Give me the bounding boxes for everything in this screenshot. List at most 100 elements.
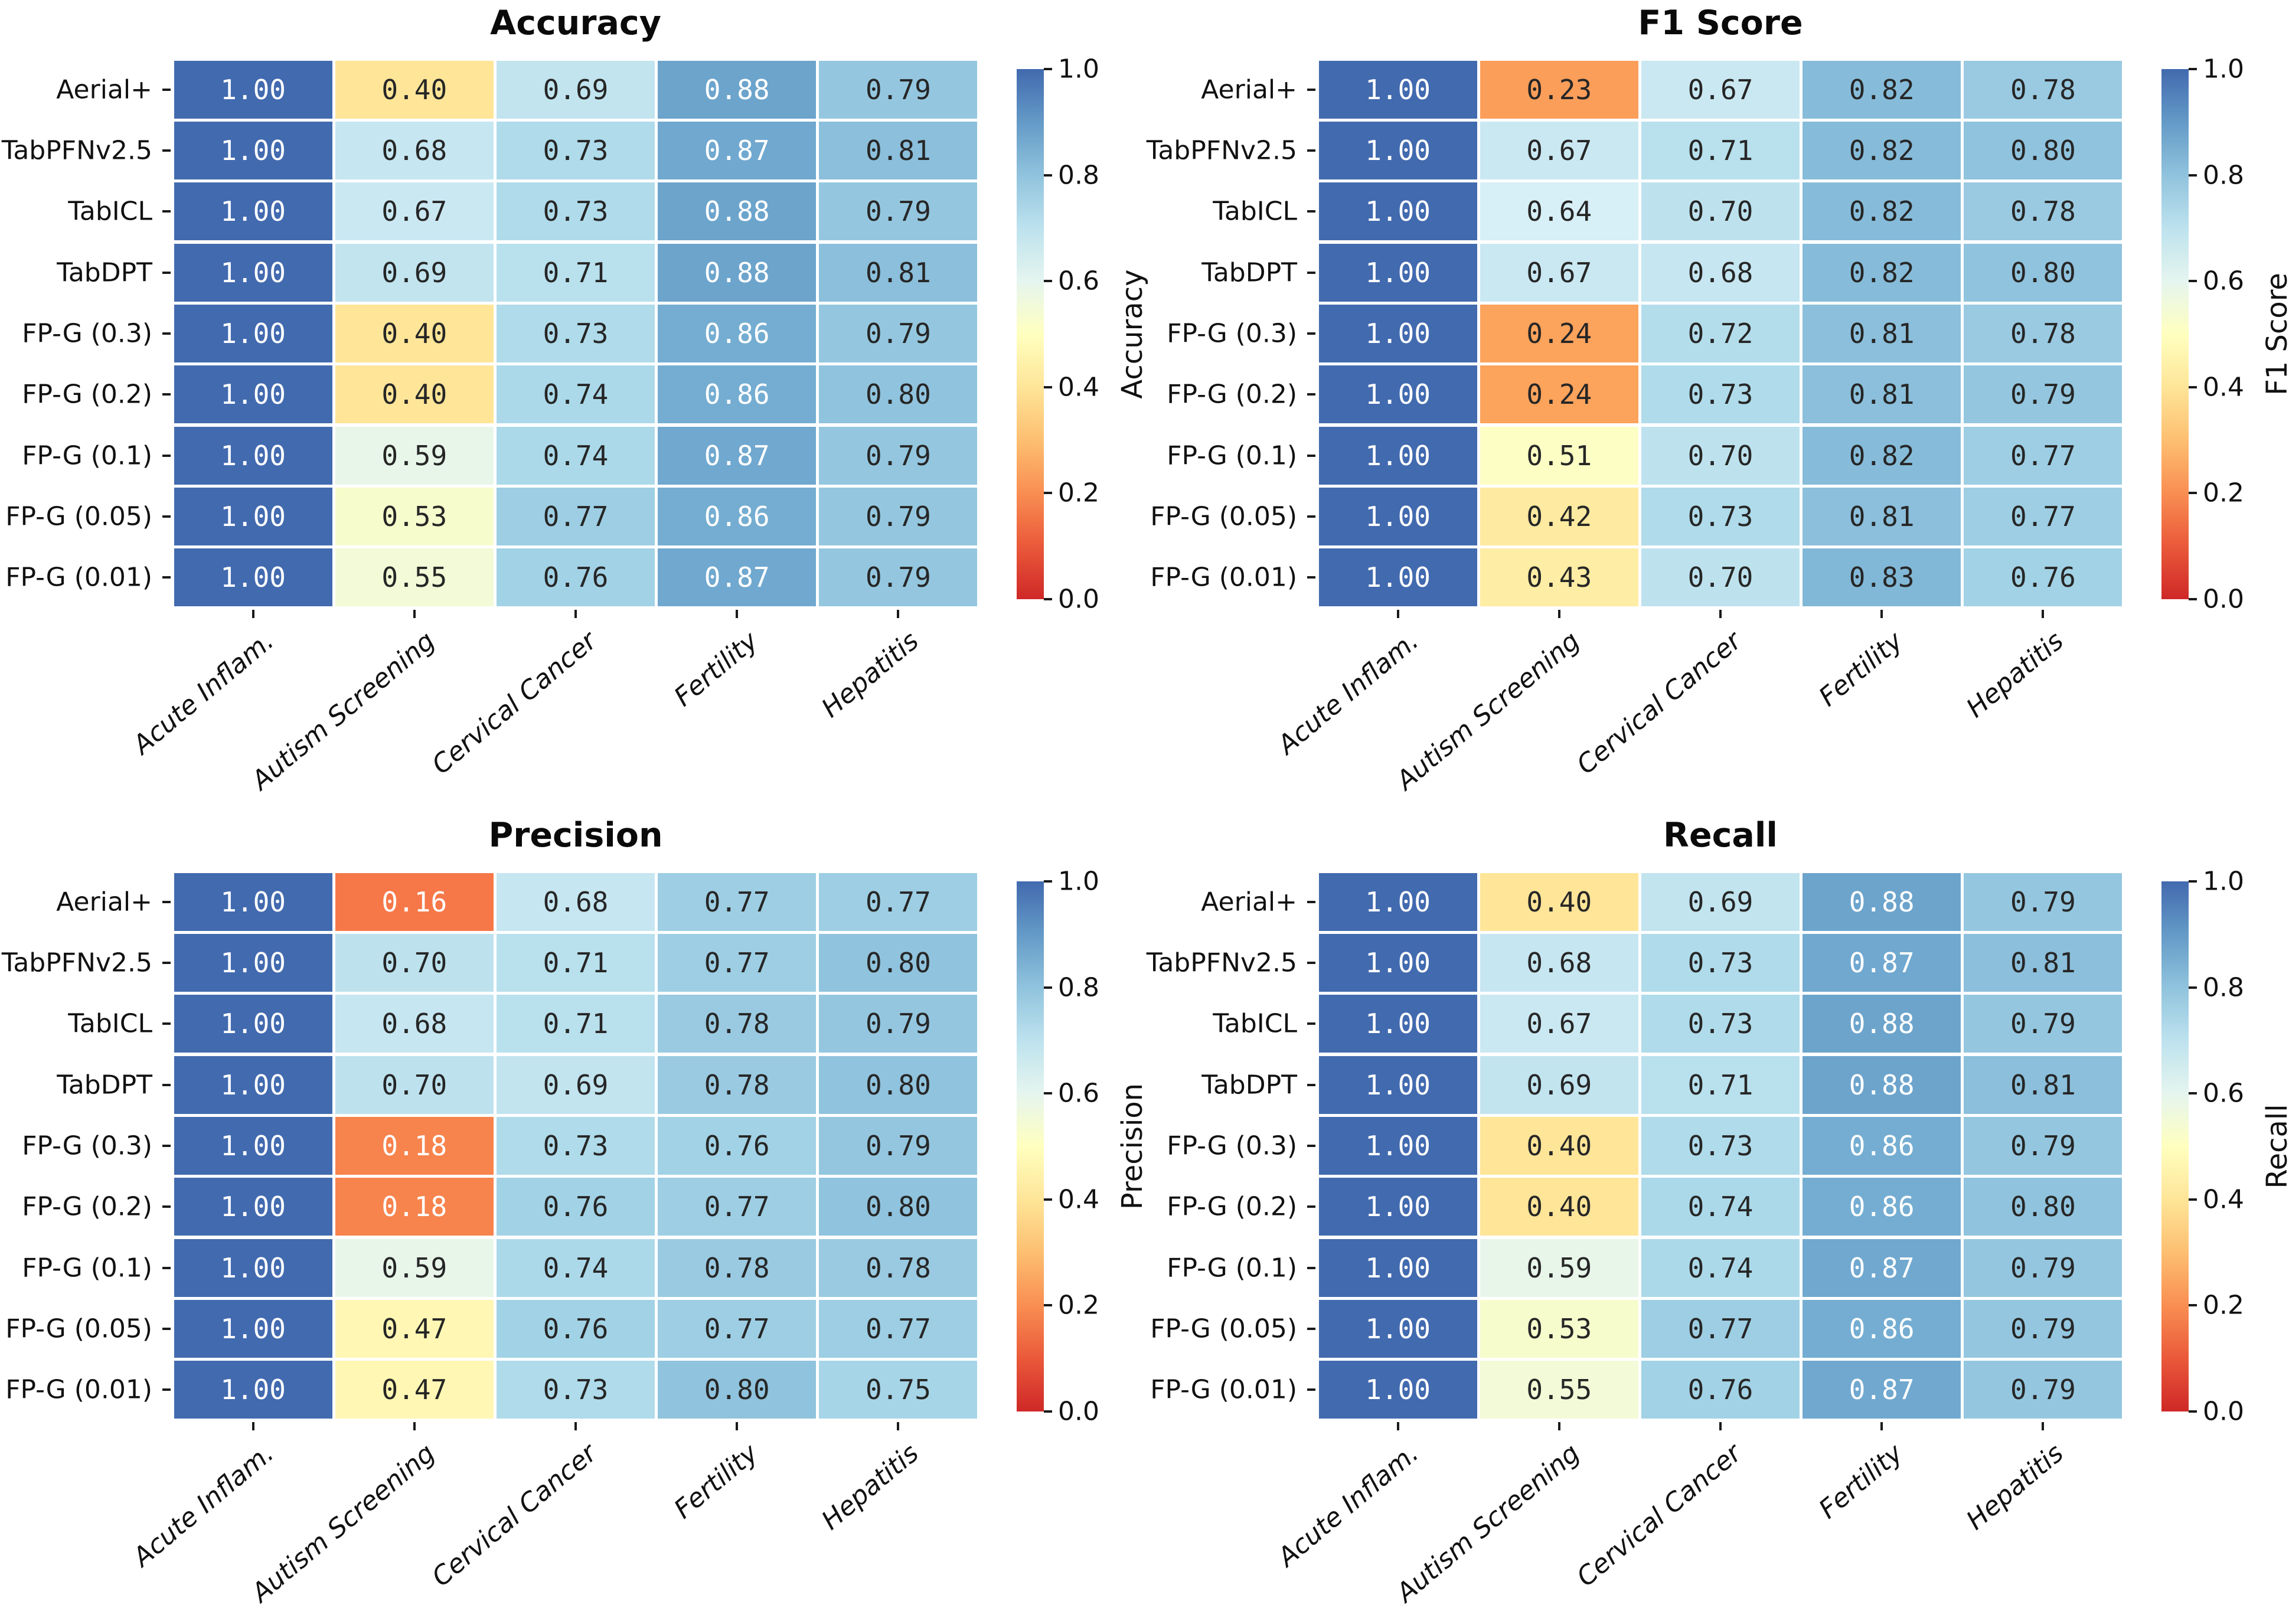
heatmap-cell: 0.76 — [496, 1178, 655, 1236]
heatmap-cell: 0.71 — [1641, 1056, 1800, 1114]
heatmap-cell: 1.00 — [1318, 1299, 1477, 1358]
heatmap-cell: 0.67 — [1480, 243, 1638, 302]
row-label: FP-G (0.1) — [22, 1253, 152, 1283]
heatmap-cell: 0.80 — [1964, 243, 2123, 302]
heatmap-cell: 1.00 — [174, 304, 332, 363]
colorbar-tick-label: 1.0 — [2203, 866, 2244, 897]
row-label: FP-G (0.05) — [5, 1313, 152, 1344]
heatmap-cell: 0.69 — [496, 1056, 655, 1114]
row-label: FP-G (0.3) — [1167, 1130, 1297, 1161]
heatmap-cell: 0.40 — [335, 365, 494, 424]
colorbar-tick-label: 0.0 — [2203, 584, 2244, 615]
heatmap-cell: 1.00 — [1318, 1056, 1477, 1114]
heatmap-cell: 0.81 — [819, 121, 978, 180]
heatmap-cell: 0.68 — [335, 995, 494, 1053]
row-tick — [1307, 149, 1315, 152]
heatmap-cell: 0.81 — [1803, 487, 1961, 546]
colorbar-tick — [2189, 986, 2197, 989]
heatmap-cell: 0.75 — [819, 1361, 978, 1419]
chart-title: Accuracy — [490, 4, 661, 43]
heatmap-cell: 0.73 — [496, 121, 655, 180]
heatmap-grid: 1.00 0.16 0.68 0.77 0.77 1.00 0.70 0.71 0.77 0.80… — [172, 871, 979, 1420]
row-tick — [1307, 1022, 1315, 1025]
row-label: TabDPT — [57, 257, 152, 288]
heatmap-cell: 1.00 — [1318, 487, 1477, 546]
heatmap-cell: 0.69 — [1480, 1056, 1638, 1114]
col-label: Fertility — [1813, 626, 1908, 713]
chart-title: Recall — [1663, 816, 1778, 855]
heatmap-cell: 0.79 — [819, 426, 978, 485]
col-label: Acute Inflam. — [1272, 1438, 1425, 1573]
row-label: FP-G (0.01) — [1150, 1374, 1297, 1405]
row-label: Aerial+ — [1201, 887, 1297, 917]
heatmap-cell: 0.82 — [1803, 243, 1961, 302]
panel-precision: Precision 1.00 0.16 0.68 0.77 0.77 1.00 0.70 0.… — [0, 812, 1149, 1624]
colorbar-tick-label: 0.6 — [2203, 1078, 2244, 1109]
heatmap-cell: 0.79 — [819, 995, 978, 1053]
heatmap-cell: 1.00 — [174, 1239, 332, 1297]
heatmap-cell: 0.82 — [1803, 121, 1961, 180]
heatmap-cell: 0.77 — [819, 873, 978, 931]
row-label: TabPFNv2.5 — [1, 947, 152, 978]
heatmap-cell: 0.79 — [819, 1116, 978, 1175]
heatmap-cell: 0.77 — [658, 873, 817, 931]
row-tick — [1307, 332, 1315, 335]
col-label: Fertility — [668, 1438, 763, 1525]
row-tick — [1307, 962, 1315, 964]
heatmap-cell: 0.77 — [1641, 1299, 1800, 1358]
row-tick — [162, 900, 171, 903]
heatmap-cell: 0.68 — [496, 873, 655, 931]
heatmap-cell: 1.00 — [174, 1361, 332, 1419]
heatmap-cell: 0.77 — [496, 487, 655, 546]
heatmap-cell: 0.55 — [335, 548, 494, 607]
col-label: Fertility — [1813, 1438, 1908, 1525]
heatmap-cell: 0.24 — [1480, 304, 1638, 363]
heatmap-cell: 0.42 — [1480, 487, 1638, 546]
row-tick — [162, 393, 171, 396]
heatmap-cell: 1.00 — [174, 487, 332, 546]
colorbar-gradient — [2161, 69, 2189, 599]
heatmap-cell: 0.86 — [1803, 1299, 1961, 1358]
heatmap-cell: 0.64 — [1480, 182, 1638, 241]
heatmap-cell: 1.00 — [174, 182, 332, 241]
row-tick — [1307, 1388, 1315, 1391]
colorbar-tick — [2189, 1092, 2197, 1095]
col-tick — [413, 1422, 416, 1430]
heatmap-cell: 0.40 — [335, 304, 494, 363]
row-tick — [162, 271, 171, 274]
col-tick — [574, 1422, 577, 1430]
colorbar-tick-label: 0.0 — [1058, 584, 1099, 615]
heatmap-cell: 1.00 — [174, 243, 332, 302]
heatmap-grid: 1.00 0.40 0.69 0.88 0.79 1.00 0.68 0.73 0.87 0.81… — [1317, 871, 2124, 1420]
heatmap-cell: 0.81 — [819, 243, 978, 302]
colorbar-tick — [1044, 1092, 1052, 1095]
heatmap-cell: 0.87 — [658, 121, 817, 180]
heatmap-cell: 0.73 — [496, 1361, 655, 1419]
row-tick — [162, 454, 171, 457]
heatmap-cell: 0.68 — [1480, 933, 1638, 992]
colorbar-tick-label: 0.0 — [1058, 1396, 1099, 1427]
heatmap-cell: 0.88 — [1803, 873, 1961, 931]
row-label: FP-G (0.05) — [1150, 501, 1297, 532]
heatmap-cell: 0.53 — [1480, 1299, 1638, 1358]
col-tick — [897, 610, 900, 618]
heatmap-cell: 0.73 — [496, 1116, 655, 1175]
heatmap-cell: 0.43 — [1480, 548, 1638, 607]
chart-title: F1 Score — [1638, 4, 1803, 43]
heatmap-cell: 0.73 — [1641, 487, 1800, 546]
colorbar-tick-label: 1.0 — [2203, 54, 2244, 84]
row-label: FP-G (0.01) — [1150, 562, 1297, 593]
heatmap-cell: 1.00 — [174, 1116, 332, 1175]
row-tick — [1307, 393, 1315, 396]
row-tick — [1307, 576, 1315, 579]
heatmap-cell: 0.73 — [1641, 365, 1800, 424]
heatmap-cell: 0.76 — [1641, 1361, 1800, 1419]
heatmap-cell: 0.79 — [819, 487, 978, 546]
row-label: TabICL — [68, 1008, 152, 1039]
colorbar-tick — [1044, 880, 1052, 883]
heatmap-cell: 0.73 — [1641, 933, 1800, 992]
heatmap-cell: 1.00 — [174, 1056, 332, 1114]
heatmap-cell: 0.68 — [335, 121, 494, 180]
row-label: Aerial+ — [1201, 74, 1297, 105]
colorbar-tick-label: 0.2 — [2203, 478, 2244, 508]
